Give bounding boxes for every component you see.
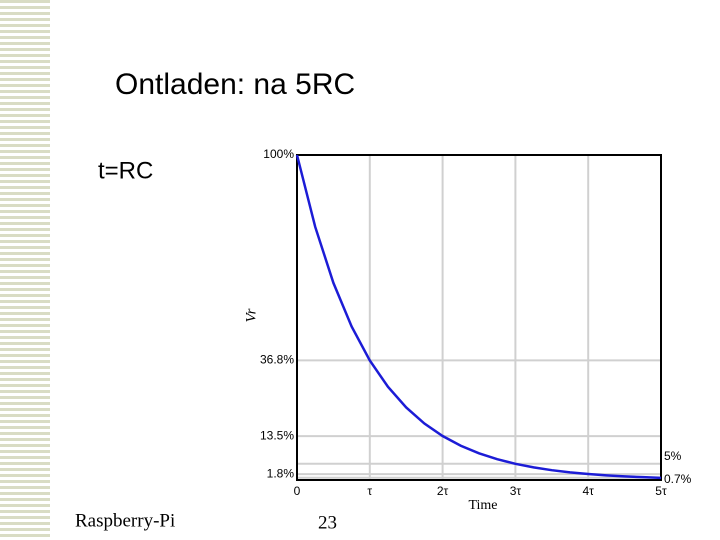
y-tick-label: 1.8%: [267, 466, 295, 480]
y-axis-label: Vr: [243, 308, 259, 322]
y2-tick-label: 0.7%: [664, 472, 692, 486]
bullet: t=RC: [98, 157, 153, 184]
y-tick-label: 100%: [263, 147, 294, 161]
x-tick-label: 0: [294, 484, 301, 498]
x-tick-label: τ: [367, 484, 372, 498]
data-line: [295, 154, 662, 480]
y2-tick-label: 5%: [664, 449, 682, 463]
x-tick-label: 2τ: [437, 484, 449, 498]
slide-title: Ontladen: na 5RC: [115, 68, 355, 101]
x-tick-label: 5τ: [655, 484, 667, 498]
x-tick-label: 4τ: [582, 484, 594, 498]
plot-frame: [296, 154, 662, 481]
footer: Raspberry-Pi: [75, 510, 175, 531]
y-tick-label: 36.8%: [260, 353, 294, 367]
decorative-stripe: [0, 0, 50, 540]
page-number: 23: [318, 512, 337, 533]
y-tick-label: 13.5%: [260, 428, 294, 442]
x-axis-label: Time: [468, 498, 497, 513]
x-tick-label: 3τ: [510, 484, 522, 498]
